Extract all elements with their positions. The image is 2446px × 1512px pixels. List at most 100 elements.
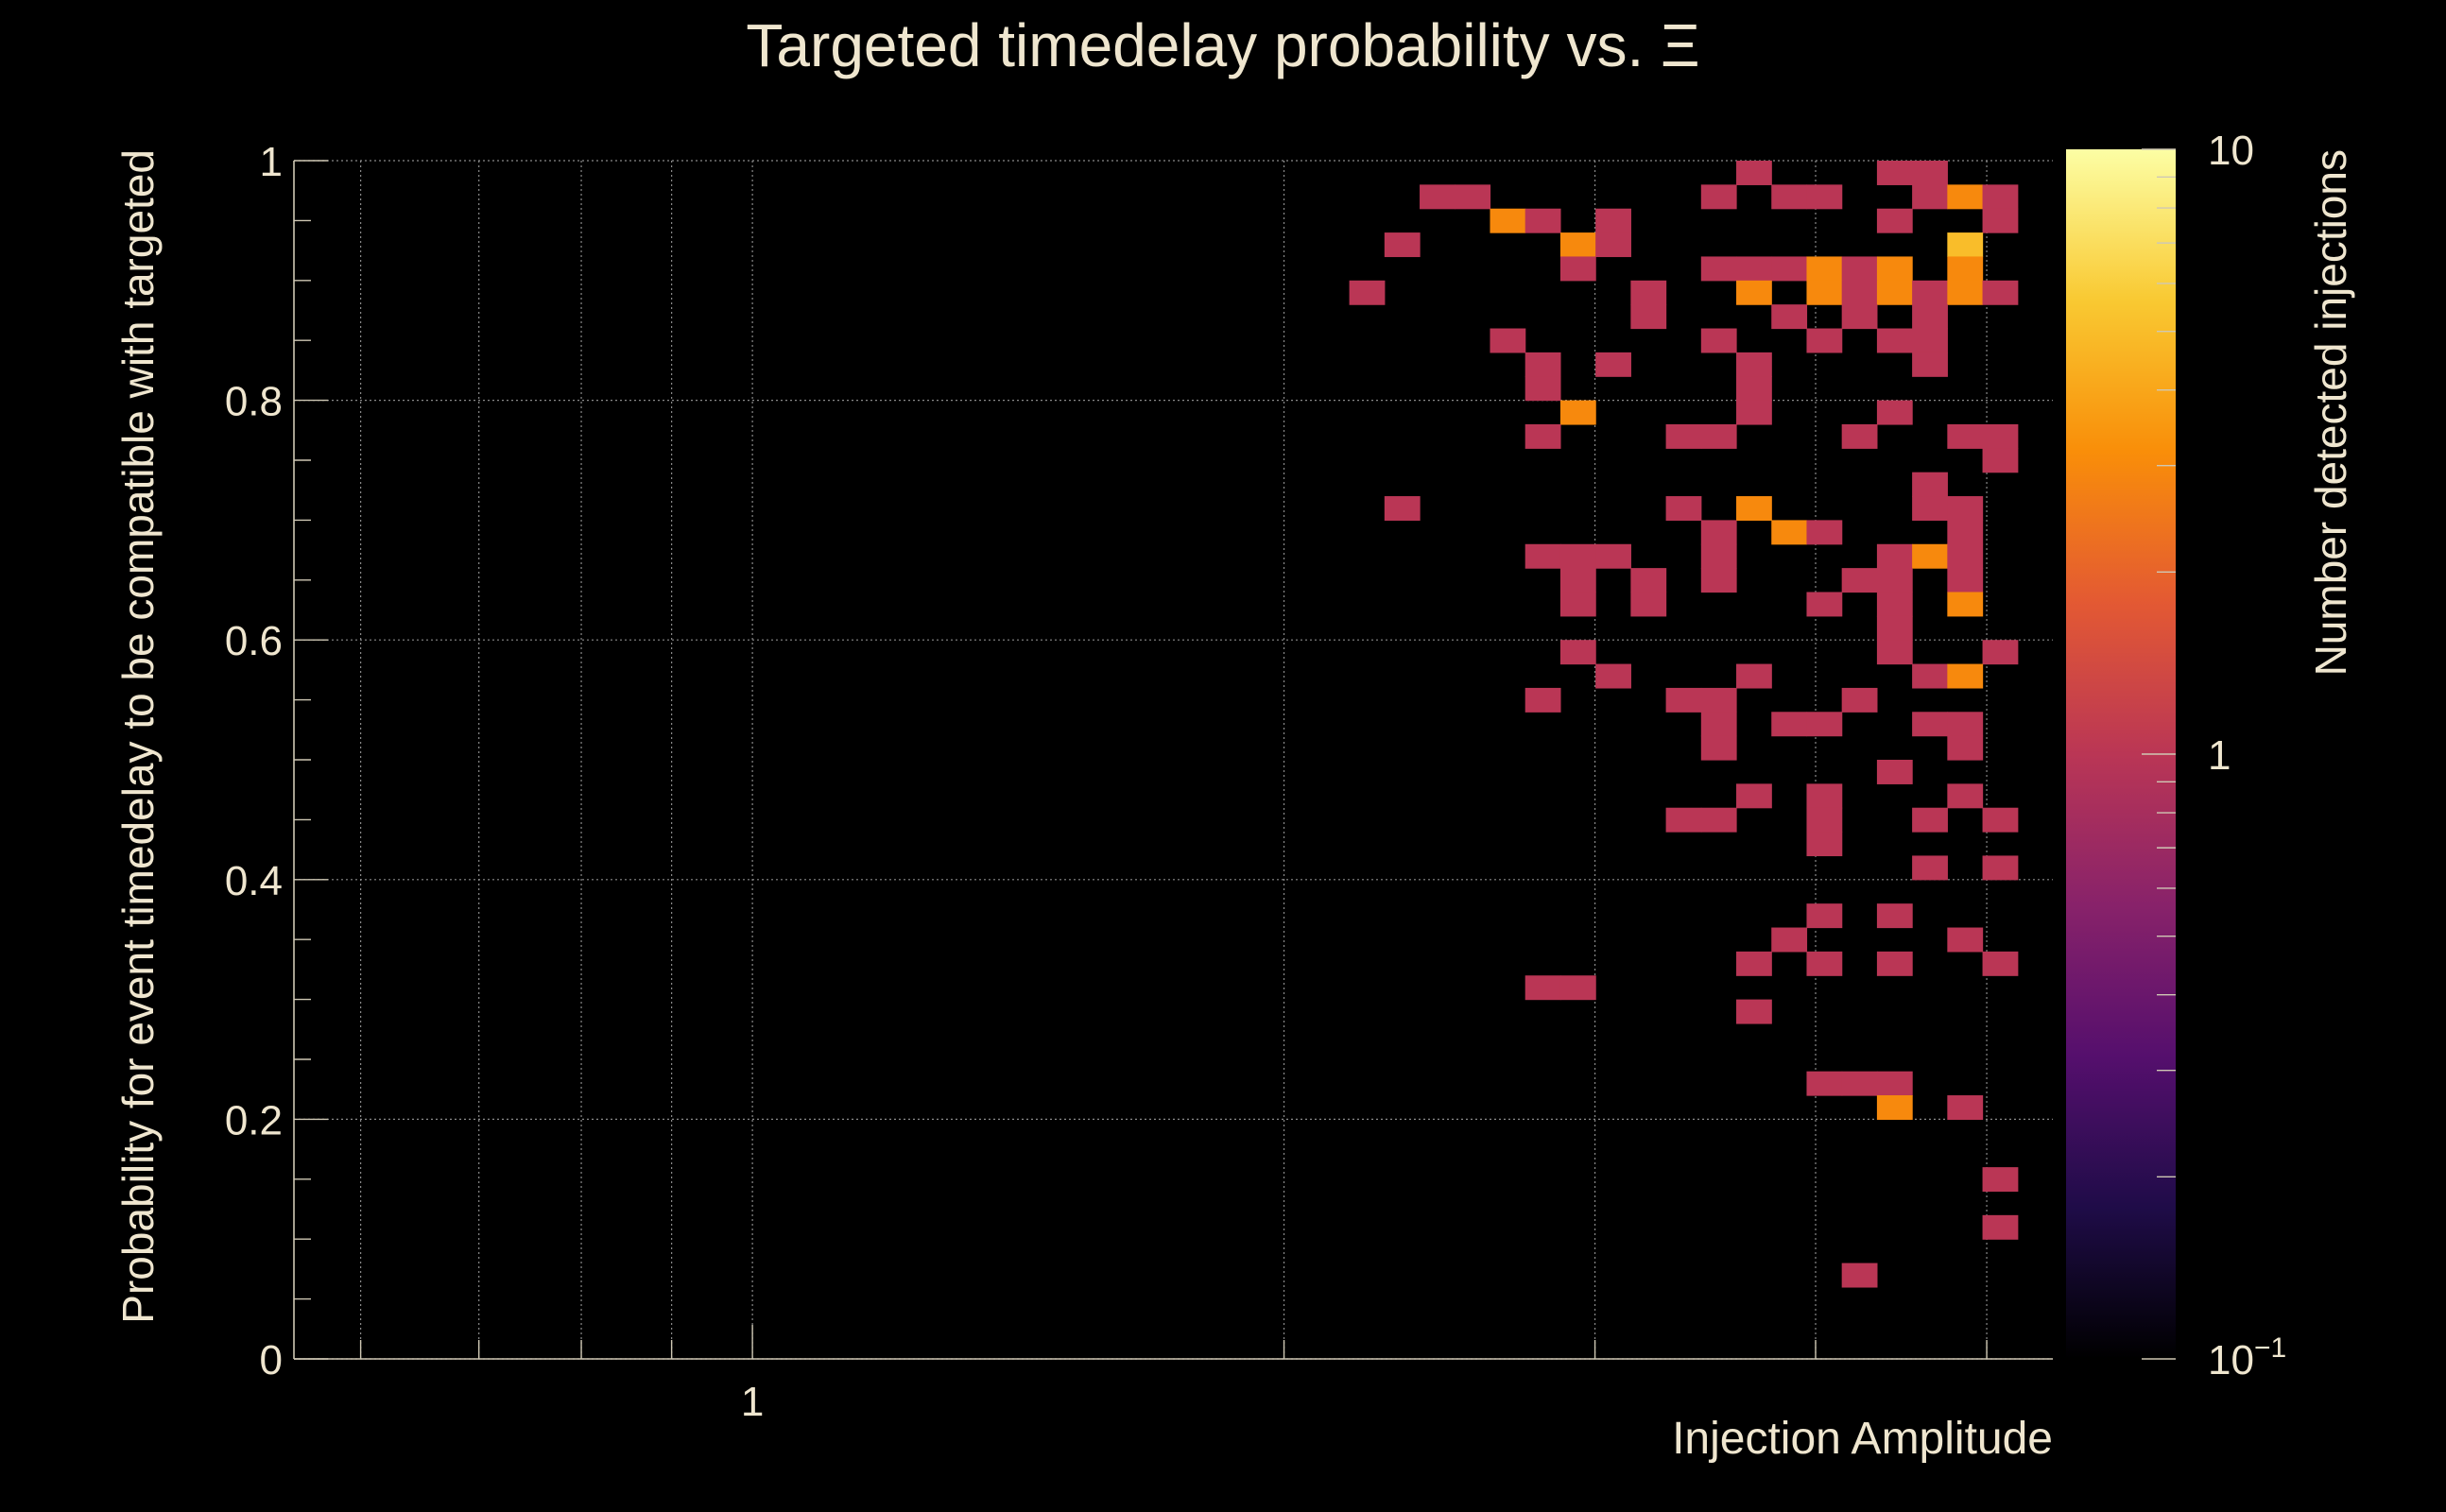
heatmap-cell (1947, 568, 1984, 593)
heatmap-cell (1806, 328, 1843, 353)
heatmap-cell (1420, 184, 1456, 210)
heatmap-cell (1912, 496, 1948, 521)
heatmap-cell (1700, 687, 1737, 713)
heatmap-cell (1912, 161, 1948, 185)
heatmap-cell (1595, 543, 1631, 569)
heatmap-cell (1912, 855, 1948, 881)
heatmap-cell (1559, 256, 1596, 282)
heatmap-cell (1982, 640, 2019, 665)
heatmap-cell (1841, 256, 1878, 282)
heatmap-cell (1912, 328, 1948, 353)
heatmap-cell (1876, 400, 1913, 425)
heatmap-cell (1876, 951, 1913, 976)
heatmap-cell (1982, 807, 2019, 833)
heatmap-cell (1736, 161, 1772, 185)
heatmap-cell (1524, 423, 1561, 449)
colorbar: 10−1 1 10 (2066, 128, 2286, 1383)
heatmap-cell (1384, 496, 1421, 521)
heatmap-cell (1806, 832, 1843, 857)
y-tick-label: 0.2 (225, 1097, 283, 1143)
heatmap-cell (1490, 328, 1526, 353)
heatmap-cell (1630, 568, 1667, 593)
heatmap-cell (1876, 280, 1913, 305)
heatmap-cell (1947, 543, 1984, 569)
heatmap-cell (1806, 903, 1843, 929)
heatmap-cell (1771, 927, 1808, 953)
heatmap-cell (1595, 663, 1631, 689)
heatmap-cell (1806, 280, 1843, 305)
heatmap-cell (1912, 280, 1948, 305)
heatmap-cell (1524, 208, 1561, 233)
heatmap-cell (1982, 208, 2019, 233)
heatmap-cell (1982, 280, 2019, 305)
heatmap-cell (1700, 568, 1737, 593)
heatmap-cell (1736, 951, 1772, 976)
heatmap-cell (1736, 376, 1772, 402)
heatmap-cell (1947, 712, 1984, 737)
heatmap-cell (1982, 448, 2019, 473)
heatmap-cell (1947, 256, 1984, 282)
heatmap-cell (1912, 807, 1948, 833)
heatmap-cell (1595, 352, 1631, 377)
heatmap-cell (1947, 783, 1984, 809)
y-tick-label: 0.6 (225, 618, 283, 664)
heatmap-cell (1876, 161, 1913, 185)
colorbar-tick-label: 1 (2208, 732, 2231, 779)
heatmap-cell (1841, 280, 1878, 305)
heatmap-cell (1630, 280, 1667, 305)
heatmap-cell (1876, 903, 1913, 929)
heatmap-cell (1806, 520, 1843, 545)
heatmap-cell (1912, 663, 1948, 689)
heatmap-cell (1982, 1214, 2019, 1240)
heatmap-cell (1876, 543, 1913, 569)
heatmap-cell (1876, 592, 1913, 617)
heatmap-cell (1524, 687, 1561, 713)
heatmap-cell (1876, 256, 1913, 282)
heatmap-cell (1841, 304, 1878, 330)
heatmap-cell (1559, 543, 1596, 569)
heatmap-cell (1771, 712, 1808, 737)
heatmap-cell (1947, 592, 1984, 617)
heatmap-cells (1349, 161, 2019, 1288)
heatmap-cell (1947, 184, 1984, 210)
heatmap-cell (1455, 184, 1491, 210)
heatmap-cell (1771, 520, 1808, 545)
heatmap-cell (1700, 423, 1737, 449)
heatmap-cell (1912, 712, 1948, 737)
heatmap-cell (1665, 423, 1702, 449)
heatmap-cell (1700, 328, 1737, 353)
chart-title: Targeted timedelay probability vs. Ξ (746, 11, 1699, 79)
heatmap-cell (1700, 712, 1737, 737)
heatmap-cell (1736, 400, 1772, 425)
heatmap-cell (1841, 568, 1878, 593)
heatmap-cell (1665, 807, 1702, 833)
heatmap-cell (1595, 232, 1631, 258)
colorbar-tick-label: 10 (2208, 128, 2254, 174)
heatmap-cell (1947, 1095, 1984, 1120)
heatmap-cell (1982, 423, 2019, 449)
axes: 1 0 0.2 0.4 0.6 0.8 1 (225, 139, 2053, 1425)
x-tick-label: 1 (741, 1379, 764, 1425)
heatmap-cell (1806, 712, 1843, 737)
heatmap-cell (1559, 975, 1596, 1001)
y-axis-label: Probability for event timedelay to be co… (113, 149, 163, 1324)
heatmap-cell (1665, 496, 1702, 521)
y-tick-label: 0 (260, 1337, 283, 1383)
heatmap-cell (1947, 520, 1984, 545)
heatmap-cell (1559, 568, 1596, 593)
heatmap-cell (1876, 760, 1913, 784)
colorbar-tick-label: 10−1 (2208, 1332, 2286, 1383)
heatmap-cell (1912, 352, 1948, 377)
heatmap-cell (1841, 1263, 1878, 1288)
heatmap-cell (1876, 615, 1913, 641)
heatmap-cell (1982, 184, 2019, 210)
heatmap-cell (1806, 184, 1843, 210)
heatmap-cell (1524, 543, 1561, 569)
heatmap-cell (1700, 520, 1737, 545)
heatmap-cell (1665, 687, 1702, 713)
heatmap-cell (1982, 951, 2019, 976)
y-tick-label: 0.4 (225, 858, 283, 904)
colorbar-label: Number detected injections (2306, 149, 2355, 676)
heatmap-cell (1559, 592, 1596, 617)
